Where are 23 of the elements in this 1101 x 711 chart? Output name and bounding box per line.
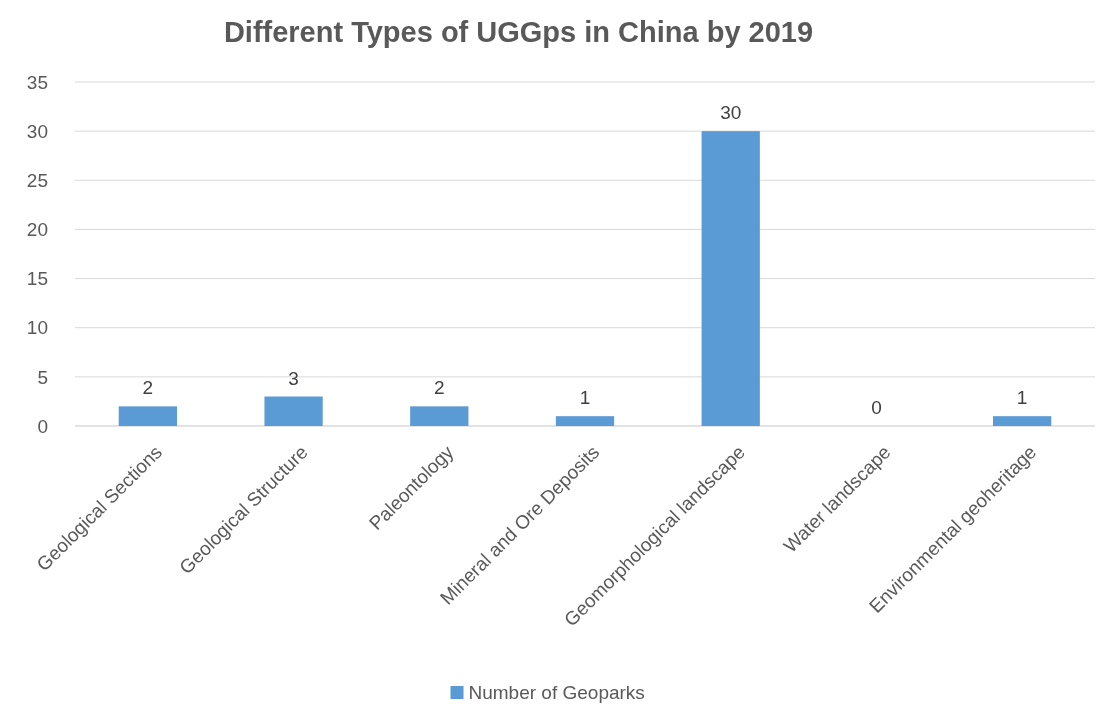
bar [410,406,469,426]
y-tick-label: 0 [37,415,48,437]
bar [264,396,323,426]
y-tick-label: 20 [26,219,48,241]
data-label: 2 [142,377,154,399]
y-tick-label: 30 [26,120,48,142]
y-tick-label: 10 [26,317,48,339]
data-label: 2 [434,377,445,399]
data-label: 3 [288,367,299,389]
y-tick-label: 15 [26,268,48,290]
bar [555,416,615,426]
y-tick-label: 5 [37,366,48,388]
legend-label: Number of Geoparks [468,682,645,703]
y-tick-label: 25 [26,169,48,191]
bar [701,131,760,426]
data-label: 1 [579,387,591,409]
data-label: 0 [871,397,882,418]
bar [993,416,1052,426]
data-label: 1 [1016,387,1028,409]
chart-title: Different Types of UGGps in China by 2019 [223,16,814,48]
y-tick-label: 35 [26,71,48,93]
data-label: 30 [720,102,742,124]
bar [118,406,177,426]
